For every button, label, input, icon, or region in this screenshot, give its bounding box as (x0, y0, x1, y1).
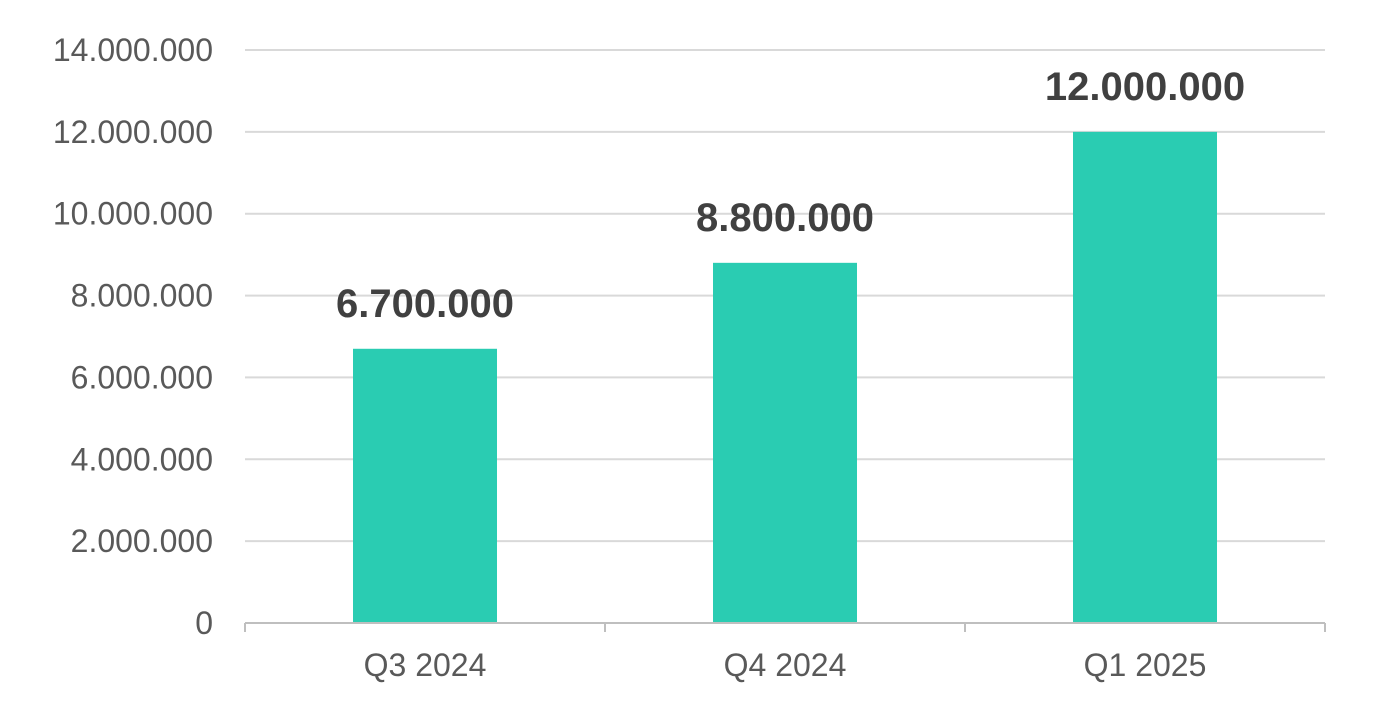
y-tick-label: 14.000.000 (53, 32, 213, 68)
y-tick-label: 4.000.000 (71, 441, 213, 477)
bar (713, 262, 857, 623)
y-tick-label: 10.000.000 (53, 196, 213, 232)
data-label: 12.000.000 (1045, 65, 1245, 109)
x-axis (244, 622, 1326, 632)
bar (1073, 131, 1217, 623)
data-label: 6.700.000 (336, 282, 514, 326)
y-axis-tick-labels: 0 2.000.000 4.000.000 6.000.000 8.000.000 10.… (53, 32, 213, 641)
x-tick-label: Q4 2024 (724, 647, 847, 683)
y-tick-label: 6.000.000 (71, 359, 213, 395)
y-tick-label: 2.000.000 (71, 523, 213, 559)
y-tick-label: 12.000.000 (53, 114, 213, 150)
data-labels: 6.700.000 8.800.000 12.000.000 (336, 65, 1245, 326)
data-label: 8.800.000 (696, 196, 874, 240)
x-axis-tick-labels: Q3 2024 Q4 2024 Q1 2025 (364, 647, 1207, 683)
bars (353, 131, 1217, 623)
bar (353, 348, 497, 623)
y-tick-label: 0 (195, 605, 213, 641)
x-tick-label: Q3 2024 (364, 647, 487, 683)
y-tick-label: 8.000.000 (71, 278, 213, 314)
x-tick-label: Q1 2025 (1084, 647, 1207, 683)
